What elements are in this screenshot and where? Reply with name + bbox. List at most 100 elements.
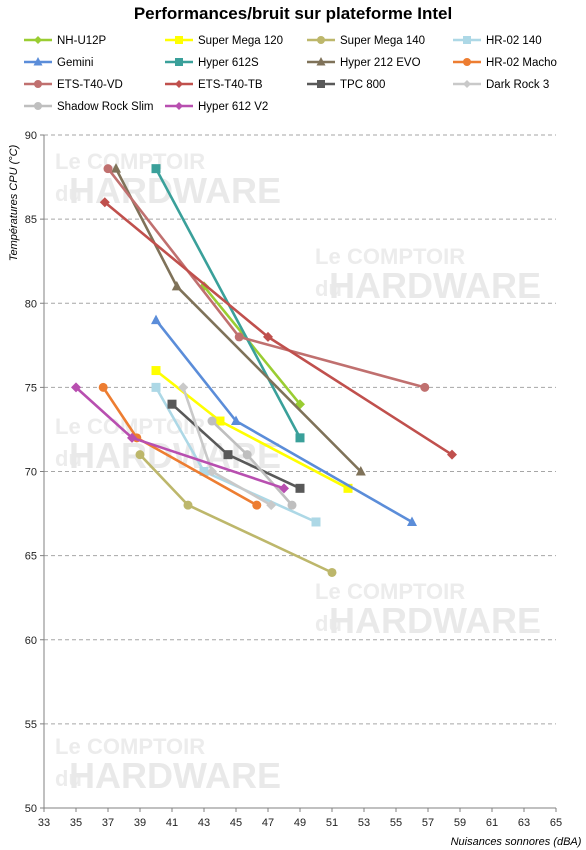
legend-item: HR-02 140	[453, 35, 542, 47]
data-point	[263, 331, 273, 342]
gridlines	[44, 134, 556, 725]
series-super-mega-140	[135, 450, 337, 577]
data-point	[447, 449, 457, 460]
x-axis-title: Nuisances sonnores (dBA)	[451, 836, 582, 848]
x-tick-label: 43	[198, 817, 210, 829]
data-point	[266, 500, 277, 511]
data-point	[178, 382, 189, 393]
x-tick-label: 59	[454, 817, 466, 829]
data-point	[151, 382, 161, 392]
data-point	[234, 332, 244, 342]
legend-label: Shadow Rock Slim	[57, 101, 154, 113]
x-tick-label: 47	[262, 817, 274, 829]
legend-label: Hyper 612S	[198, 57, 259, 69]
data-point	[215, 416, 225, 426]
legend-item: Dark Rock 3	[453, 79, 549, 91]
chart-title: Performances/bruit sur plateforme Intel	[134, 4, 452, 23]
data-point	[183, 500, 193, 510]
data-point	[207, 416, 217, 426]
series-tpc-800	[167, 399, 305, 493]
data-point	[99, 197, 110, 208]
legend-item: HR-02 Macho	[453, 57, 557, 69]
data-point	[420, 382, 430, 392]
watermark-du: du	[55, 181, 82, 206]
x-tick-label: 65	[550, 817, 562, 829]
y-tick-label: 75	[25, 382, 37, 394]
y-tick-label: 55	[25, 719, 37, 731]
watermark-le: Le	[315, 579, 341, 604]
data-point	[407, 516, 417, 526]
legend-item: Super Mega 140	[307, 35, 425, 47]
legend-label: ETS-T40-VD	[57, 79, 123, 91]
y-tick-label: 90	[25, 130, 37, 142]
data-point	[327, 567, 337, 577]
data-point	[98, 382, 108, 392]
legend-swatch-marker	[175, 102, 183, 110]
series-hyper-212-evo	[111, 163, 366, 476]
data-point	[252, 500, 262, 510]
watermark-comptoir: COMPTOIR	[347, 244, 465, 269]
watermark-du: du	[55, 766, 82, 791]
watermark-hardware: HARDWARE	[69, 755, 281, 796]
data-point	[151, 366, 161, 376]
legend: NH-U12P Super Mega 120 Super Mega 140 HR-02…	[24, 35, 557, 113]
legend-item: NH-U12P	[24, 35, 107, 47]
legend-item: ETS-T40-VD	[24, 79, 123, 91]
legend-swatch-marker	[463, 80, 471, 88]
x-tick-label: 41	[166, 817, 178, 829]
series-dark-rock-3	[178, 382, 277, 511]
data-point	[223, 450, 233, 460]
legend-item: Shadow Rock Slim	[24, 101, 154, 113]
data-point	[151, 314, 161, 325]
watermark-hardware: HARDWARE	[329, 600, 541, 641]
legend-swatch-marker	[34, 102, 42, 110]
x-tick-label: 49	[294, 817, 306, 829]
legend-item: Gemini	[24, 57, 93, 69]
watermark-le: Le	[55, 149, 81, 174]
data-point	[311, 517, 321, 527]
data-point	[135, 450, 145, 460]
data-point	[167, 399, 177, 409]
legend-label: NH-U12P	[57, 35, 107, 47]
x-tick-label: 51	[326, 817, 338, 829]
y-tick-label: 65	[25, 551, 37, 563]
series-hyper-612-v2	[71, 382, 289, 494]
legend-label: TPC 800	[340, 79, 385, 91]
legend-label: HR-02 Macho	[486, 57, 557, 69]
legend-label: HR-02 140	[486, 35, 542, 47]
y-tick-label: 60	[25, 635, 37, 647]
legend-swatch-marker	[33, 57, 43, 66]
series-layer	[71, 163, 457, 577]
x-tick-label: 39	[134, 817, 146, 829]
series-shadow-rock-slim	[207, 416, 297, 510]
series-gemini	[151, 314, 417, 526]
data-point	[355, 466, 366, 476]
series-ets-t40-vd	[103, 164, 430, 392]
legend-item: Hyper 212 EVO	[307, 57, 421, 69]
y-tick-label: 80	[25, 298, 37, 310]
x-tick-label: 33	[38, 817, 50, 829]
data-point	[103, 164, 113, 174]
watermark-le: Le	[55, 734, 81, 759]
legend-item: ETS-T40-TB	[165, 79, 263, 91]
legend-swatch-marker	[316, 57, 326, 66]
x-tick-label: 35	[70, 817, 82, 829]
data-point	[287, 500, 297, 510]
watermark-du: du	[315, 611, 342, 636]
data-point	[127, 432, 137, 443]
legend-swatch-marker	[175, 36, 183, 44]
x-tick-label: 63	[518, 817, 530, 829]
x-tick-label: 45	[230, 817, 242, 829]
series-hr-02-140	[151, 382, 321, 527]
legend-label: Hyper 212 EVO	[340, 57, 421, 69]
legend-swatch-marker	[463, 58, 471, 66]
legend-label: Super Mega 140	[340, 35, 425, 47]
watermark-le: Le	[315, 244, 341, 269]
axes: 50 55 60 65 70 75 80 85 90 33 35 37 39 41 43 45 47 49 51 53…	[25, 130, 562, 829]
legend-swatch-marker	[34, 36, 42, 44]
data-point	[231, 415, 241, 426]
